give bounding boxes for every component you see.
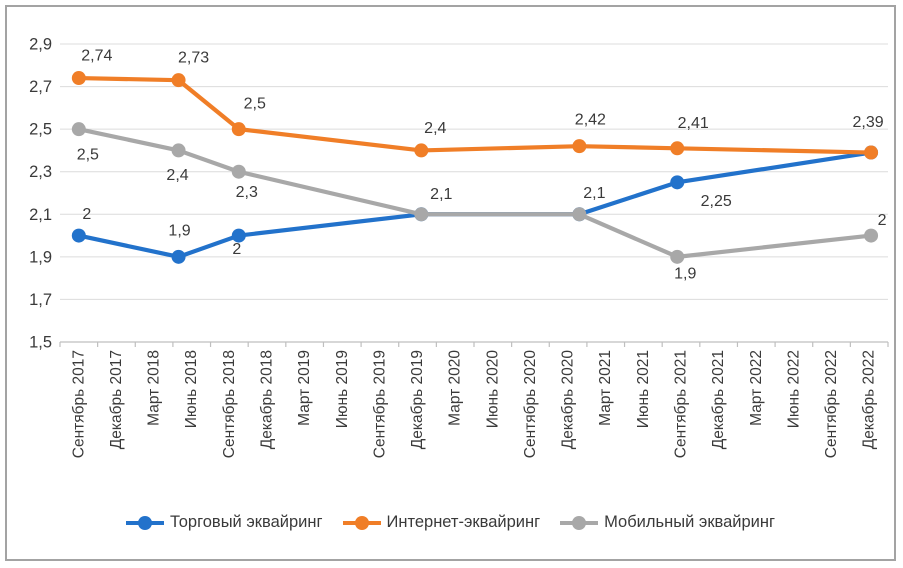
- data-label: 2,74: [81, 48, 112, 65]
- data-point: [71, 228, 86, 243]
- data-label: 2,39: [852, 114, 883, 131]
- y-axis-label: 2,7: [29, 78, 52, 96]
- data-point: [231, 122, 246, 137]
- data-point: [71, 71, 86, 86]
- y-axis-label: 2,3: [29, 163, 52, 181]
- y-axis-label: 1,9: [29, 248, 52, 266]
- chart-canvas: 2,9 2,7 2,5 2,3 2,1 1,9 1,7 1,5 Сентябрь 2017 Дек…: [29, 36, 889, 459]
- x-axis-label: Июнь 2022: [785, 350, 802, 428]
- x-axis-label: Июнь 2019: [334, 350, 351, 428]
- x-axis-label: Июнь 2021: [635, 350, 652, 428]
- data-label: 2,4: [166, 167, 188, 184]
- x-axis-label: Декабрь 2021: [710, 350, 727, 449]
- data-label: 2,5: [244, 96, 266, 113]
- legend-label: Торговый эквайринг: [169, 513, 323, 531]
- x-axis-label: Декабрь 2022: [861, 350, 878, 449]
- data-label: 2,5: [77, 147, 99, 164]
- data-point: [670, 249, 685, 264]
- chart-frame: 2,9 2,7 2,5 2,3 2,1 1,9 1,7 1,5 Сентябрь 2017 Дек…: [5, 5, 896, 561]
- data-point: [231, 228, 246, 243]
- series-line-1: [76, 75, 874, 155]
- series-line-0: [76, 150, 874, 259]
- line-marker-icon: [125, 515, 164, 530]
- x-axis-label: Март 2019: [296, 350, 313, 426]
- data-label: 2,1: [430, 186, 452, 203]
- x-axis-label: Март 2018: [146, 350, 163, 426]
- x-axis-label: Сентябрь 2017: [70, 350, 87, 458]
- y-axis-label: 1,5: [29, 334, 52, 352]
- data-label: 1,9: [168, 222, 190, 239]
- x-axis-label: Июнь 2020: [484, 350, 501, 429]
- x-axis-label: Сентябрь 2020: [522, 350, 539, 459]
- data-point: [670, 175, 685, 190]
- data-point: [171, 249, 186, 264]
- x-axis-label: Декабрь 2020: [560, 350, 577, 450]
- x-axis-label: Июнь 2018: [183, 350, 200, 428]
- x-axis-label: Сентябрь 2018: [221, 350, 238, 458]
- data-point: [414, 143, 429, 158]
- x-axis-label: Декабрь 2018: [259, 350, 276, 449]
- data-label: 2,41: [678, 115, 709, 132]
- legend-item-torgovyi: Торговый эквайринг: [125, 513, 323, 532]
- data-label: 2,3: [236, 184, 258, 201]
- legend-label: Интернет-эквайринг: [386, 513, 541, 531]
- y-axis-label: 1,7: [29, 291, 52, 309]
- data-label: 2: [878, 212, 887, 229]
- data-label: 2,25: [701, 193, 732, 210]
- line-marker-icon: [342, 515, 381, 530]
- data-label: 1,9: [674, 265, 696, 282]
- legend-label: Мобильный эквайринг: [604, 513, 776, 531]
- chart-legend: Торговый эквайринг Интернет-эквайринг Мо…: [7, 513, 894, 532]
- data-point: [864, 228, 879, 243]
- legend-item-internet: Интернет-эквайринг: [342, 513, 541, 532]
- data-point: [864, 145, 879, 160]
- y-axis-label: 2,5: [29, 121, 52, 139]
- legend-item-mobilnyi: Мобильный эквайринг: [560, 513, 775, 532]
- data-label: 2,73: [178, 50, 209, 67]
- data-point: [572, 207, 587, 222]
- y-axis-label: 2,9: [29, 36, 52, 54]
- data-label: 2: [232, 241, 241, 258]
- data-point: [231, 164, 246, 179]
- x-axis-label: Сентябрь 2019: [371, 350, 388, 458]
- data-point: [71, 122, 86, 137]
- data-point: [572, 139, 587, 154]
- x-axis-label: Сентябрь 2021: [673, 350, 690, 458]
- x-axis-label: Март 2021: [597, 350, 614, 426]
- x-axis-label: Март 2022: [748, 350, 765, 426]
- data-point: [670, 141, 685, 156]
- data-label: 2,4: [424, 120, 446, 137]
- x-axis-label: Март 2020: [447, 350, 464, 426]
- plot-area: 2,9 2,7 2,5 2,3 2,1 1,9 1,7 1,5 Сентябрь 2017 Дек…: [7, 7, 896, 512]
- data-label: 2,1: [583, 185, 605, 202]
- x-axis-label: Декабрь 2017: [108, 350, 125, 449]
- line-marker-icon: [560, 515, 599, 530]
- x-axis-label: Декабрь 2019: [409, 350, 426, 449]
- data-point: [171, 143, 186, 158]
- y-axis-label: 2,1: [29, 206, 52, 224]
- x-axis-label: Сентябрь 2022: [823, 350, 840, 458]
- data-point: [171, 73, 186, 88]
- data-label: 2: [82, 206, 91, 223]
- data-point: [414, 207, 429, 222]
- data-label: 2,42: [575, 112, 606, 129]
